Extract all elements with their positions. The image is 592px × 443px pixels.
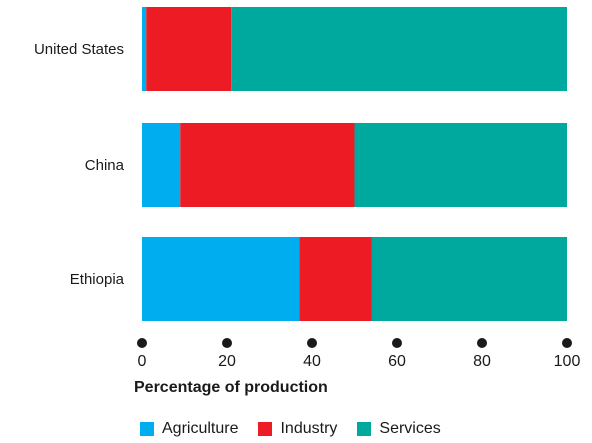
x-tick-dot — [222, 338, 232, 348]
category-label: China — [85, 157, 125, 174]
category-label: Ethiopia — [70, 271, 125, 288]
legend-label: Services — [379, 420, 441, 437]
x-axis-label: Percentage of production — [134, 379, 328, 396]
x-tick-dot — [137, 338, 147, 348]
category-label: United States — [34, 41, 124, 58]
bar-united-states-agriculture — [142, 7, 147, 91]
x-tick-dot — [477, 338, 487, 348]
bar-ethiopia-agriculture — [142, 237, 300, 321]
x-tick-label: 40 — [303, 353, 321, 370]
bar-china-agriculture — [142, 123, 181, 207]
bar-ethiopia-industry — [299, 237, 372, 321]
legend-item-industry: Industry — [258, 420, 337, 438]
category-labels: United States China Ethiopia — [34, 41, 125, 288]
x-tick-dot — [392, 338, 402, 348]
bar-china-industry — [180, 123, 355, 207]
x-axis: 0 20 40 60 80 100 — [137, 338, 580, 370]
x-tick-label: 20 — [218, 353, 236, 370]
x-tick-dot — [562, 338, 572, 348]
legend-item-services: Services — [357, 420, 441, 438]
legend-label: Industry — [280, 420, 338, 437]
x-tick-label: 60 — [388, 353, 406, 370]
legend-swatch — [140, 422, 154, 436]
bar-united-states-services — [231, 7, 567, 91]
x-tick-label: 80 — [473, 353, 491, 370]
legend-swatch — [258, 422, 273, 436]
x-tick-label: 0 — [138, 353, 147, 370]
legend-item-agriculture: Agriculture — [140, 420, 238, 438]
bars-group — [142, 7, 567, 321]
legend: Agriculture Industry Services — [140, 420, 441, 438]
legend-label: Agriculture — [162, 420, 239, 437]
legend-swatch — [357, 422, 372, 436]
bar-china-services — [354, 123, 567, 207]
x-tick-dot — [307, 338, 317, 348]
bar-united-states-industry — [146, 7, 232, 91]
x-tick-label: 100 — [554, 353, 581, 370]
bar-ethiopia-services — [371, 237, 567, 321]
